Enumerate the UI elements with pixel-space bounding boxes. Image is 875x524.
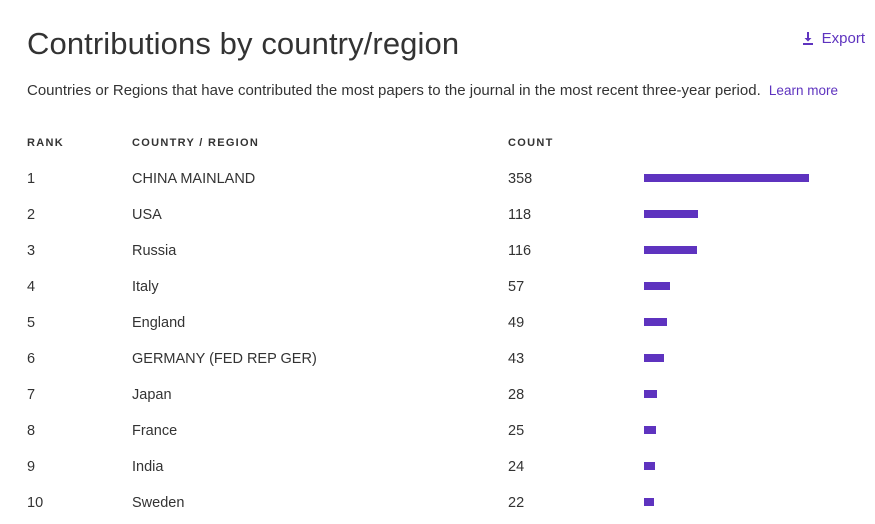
count-bar (644, 354, 664, 362)
rank-cell: 8 (27, 423, 36, 439)
table-row: 4 Italy 57 (0, 270, 875, 306)
country-cell: CHINA MAINLAND (132, 171, 256, 187)
learn-more-link[interactable]: Learn more (768, 83, 838, 98)
rank-cell: 2 (27, 207, 36, 223)
count-bar-track (644, 174, 809, 182)
column-header-count: COUNT (508, 137, 554, 149)
country-cell: France (132, 423, 178, 439)
count-bar-track (644, 282, 809, 290)
count-bar (644, 282, 670, 290)
table-row: 3 Russia 116 (0, 234, 875, 270)
count-bar (644, 498, 654, 506)
page-description: Countries or Regions that have contribut… (27, 82, 838, 99)
rank-cell: 9 (27, 459, 36, 475)
count-bar-track (644, 354, 809, 362)
count-cell: 49 (508, 315, 525, 331)
table-row: 6 GERMANY (FED REP GER) 43 (0, 342, 875, 378)
table-body: 1 CHINA MAINLAND 358 2 USA 118 3 Russia 116 4 Ital… (0, 162, 875, 522)
description-text: Countries or Regions that have contribut… (27, 82, 761, 99)
count-cell: 24 (508, 459, 525, 475)
country-cell: Japan (132, 387, 172, 403)
count-bar (644, 426, 656, 434)
country-cell: Italy (132, 279, 159, 295)
table-row: 1 CHINA MAINLAND 358 (0, 162, 875, 198)
table-row: 8 France 25 (0, 414, 875, 450)
export-button[interactable]: Export (802, 30, 865, 47)
table-row: 9 India 24 (0, 450, 875, 486)
table-row: 7 Japan 28 (0, 378, 875, 414)
count-cell: 28 (508, 387, 525, 403)
count-bar-track (644, 246, 809, 254)
rank-cell: 10 (27, 495, 44, 511)
download-icon (802, 32, 814, 45)
table-row: 2 USA 118 (0, 198, 875, 234)
rank-cell: 5 (27, 315, 36, 331)
count-cell: 43 (508, 351, 525, 367)
column-header-country: COUNTRY / REGION (132, 137, 260, 149)
count-bar-track (644, 426, 809, 434)
rank-cell: 6 (27, 351, 36, 367)
count-cell: 22 (508, 495, 525, 511)
country-cell: India (132, 459, 164, 475)
rank-cell: 1 (27, 171, 36, 187)
count-cell: 358 (508, 171, 533, 187)
count-bar (644, 462, 655, 470)
count-cell: 118 (508, 207, 532, 223)
count-bar-track (644, 390, 809, 398)
count-bar (644, 318, 667, 326)
count-bar-track (644, 462, 809, 470)
count-bar-track (644, 318, 809, 326)
rank-cell: 7 (27, 387, 36, 403)
country-cell: Sweden (132, 495, 185, 511)
count-bar (644, 174, 809, 182)
column-header-rank: RANK (27, 137, 64, 149)
count-cell: 116 (508, 243, 532, 259)
table-row: 5 England 49 (0, 306, 875, 342)
count-cell: 57 (508, 279, 525, 295)
country-cell: England (132, 315, 186, 331)
rank-cell: 3 (27, 243, 36, 259)
table-row: 10 Sweden 22 (0, 486, 875, 522)
count-bar (644, 210, 698, 218)
count-bar (644, 246, 697, 254)
count-bar (644, 390, 657, 398)
country-cell: Russia (132, 243, 177, 259)
country-cell: USA (132, 207, 162, 223)
export-label: Export (821, 30, 865, 47)
count-bar-track (644, 210, 809, 218)
page-title: Contributions by country/region (27, 26, 460, 61)
country-cell: GERMANY (FED REP GER) (132, 351, 317, 367)
count-bar-track (644, 498, 809, 506)
rank-cell: 4 (27, 279, 36, 295)
count-cell: 25 (508, 423, 525, 439)
